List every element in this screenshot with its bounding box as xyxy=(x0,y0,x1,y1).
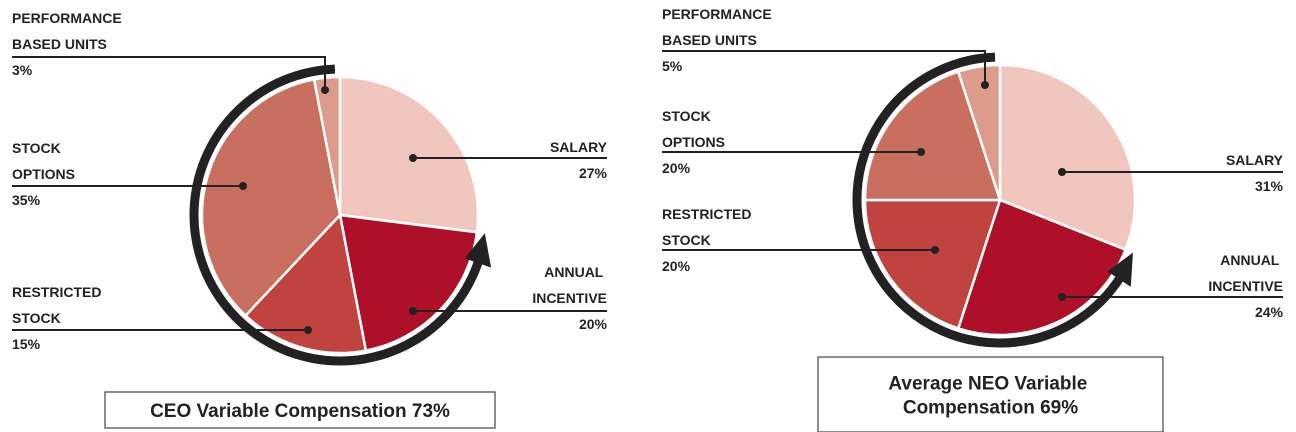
slice-label: RESTRICTED STOCK xyxy=(662,206,755,248)
arrow-head xyxy=(1107,252,1133,287)
slice-label: STOCK OPTIONS xyxy=(12,140,75,182)
pie-slice xyxy=(200,77,342,318)
pie-slice xyxy=(243,212,368,355)
slice-value-label: 24% xyxy=(1255,304,1284,320)
slice-value-label: 20% xyxy=(662,160,691,176)
slice-value-label: 20% xyxy=(662,258,691,274)
slice-value-label: 20% xyxy=(579,316,608,332)
slice-label: STOCK OPTIONS xyxy=(662,108,725,150)
slice-label: ANNUAL INCENTIVE xyxy=(1208,252,1283,294)
leader-dot xyxy=(1058,293,1066,301)
pie-slice xyxy=(863,198,1002,330)
pie-slice xyxy=(312,75,342,216)
caption-box xyxy=(104,391,496,429)
slice-value-label: 15% xyxy=(12,336,41,352)
leader-dot xyxy=(321,86,329,94)
leader-dot xyxy=(981,81,989,89)
pie-slice xyxy=(338,75,480,234)
variable-arc xyxy=(189,64,484,366)
slice-value-label: 35% xyxy=(12,192,41,208)
pie-slice xyxy=(998,63,1137,252)
slice-label: PERFORMANCE BASED UNITS xyxy=(12,10,126,52)
leader-dot xyxy=(409,307,417,315)
slice-label: ANNUAL INCENTIVE xyxy=(532,264,607,306)
leader-line xyxy=(12,56,326,90)
leader-dot xyxy=(304,326,312,334)
leader-dot xyxy=(1058,168,1066,176)
slice-label: RESTRICTED STOCK xyxy=(12,284,105,326)
slice-value-label: 31% xyxy=(1255,178,1284,194)
variable-arc xyxy=(852,52,1126,348)
pie-slice xyxy=(863,70,1002,202)
slice-value-label: 5% xyxy=(662,58,683,74)
slice-value-label: 27% xyxy=(579,165,608,181)
leader-dot xyxy=(917,148,925,156)
slice-label: PERFORMANCE BASED UNITS xyxy=(662,6,776,48)
leader-dot xyxy=(931,246,939,254)
leader-line xyxy=(662,50,986,85)
slice-label: SALARY xyxy=(550,139,608,155)
leader-dot xyxy=(239,182,247,190)
caption: CEO Variable Compensation 73% xyxy=(150,401,450,422)
leader-dot xyxy=(409,154,417,162)
caption: Average NEO Variable Compensation 69% xyxy=(888,374,1092,419)
pie-slice xyxy=(956,63,1002,201)
slice-label: SALARY xyxy=(1226,152,1284,168)
arrow-head xyxy=(464,233,492,268)
slice-value-label: 3% xyxy=(12,62,33,78)
caption-box xyxy=(817,356,1164,432)
